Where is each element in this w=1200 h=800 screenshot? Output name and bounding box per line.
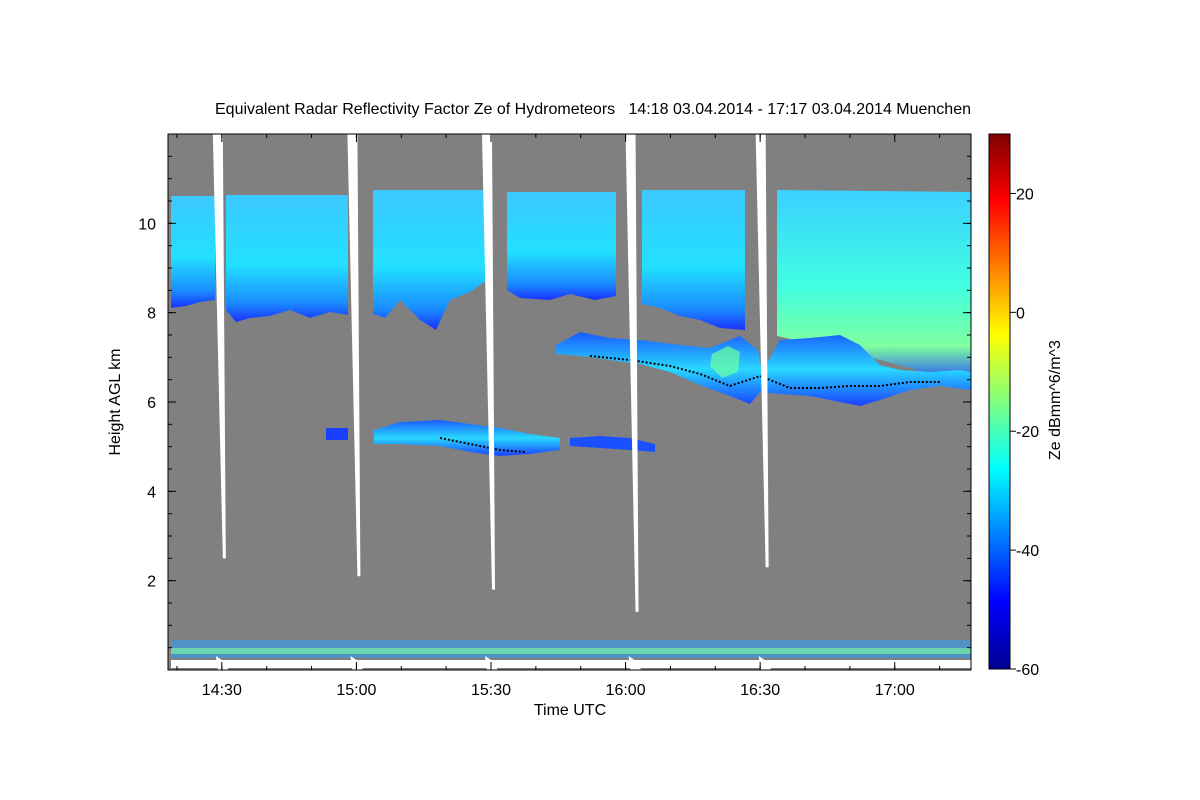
y-axis: 2 4 6 8 10	[138, 155, 971, 649]
mid-layer-segment	[556, 332, 971, 406]
data-gap	[625, 134, 639, 612]
y-tick-label: 2	[147, 574, 156, 591]
y-tick-label: 10	[138, 216, 156, 233]
cirrus-segment	[226, 195, 348, 322]
colorbar-tick-label: 20	[1016, 186, 1034, 203]
x-tick-label: 15:00	[336, 682, 376, 699]
x-tick-label: 14:30	[202, 682, 242, 699]
x-axis-label: Time UTC	[534, 702, 606, 719]
surface-clutter	[171, 640, 971, 668]
colorbar-tick-label: -40	[1016, 543, 1039, 560]
colorbar-tick-label: 0	[1016, 305, 1025, 322]
cirrus-segment	[507, 192, 616, 300]
x-axis: 14:30 15:00 15:30 16:00 16:30 17:00	[176, 134, 941, 699]
cirrus-segment	[171, 196, 215, 308]
data-gap	[347, 134, 361, 577]
echo-layer-mid	[556, 332, 971, 406]
colorbar: -60 -40 -20 0 20 Ze dBmm^6/m^3	[988, 133, 1064, 679]
data-gap-foot	[628, 656, 641, 670]
mid-layer-highlight	[710, 346, 740, 378]
data-gap	[212, 134, 226, 559]
data-gap	[481, 134, 495, 590]
data-gap-foot	[758, 656, 771, 670]
echo-dot-line	[589, 355, 940, 389]
cirrus-segment	[373, 190, 487, 330]
y-tick-label: 6	[147, 395, 156, 412]
colorbar-gradient	[988, 133, 1011, 670]
cirrus-segment	[777, 190, 971, 385]
ground-strip	[171, 660, 971, 668]
y-axis-label: Height AGL km	[107, 348, 124, 455]
echo-layer-upper	[171, 190, 971, 385]
echo-dot-line	[439, 437, 526, 453]
chart-title: Equivalent Radar Reflectivity Factor Ze …	[215, 101, 971, 118]
echo-dots	[439, 355, 940, 453]
plot-area	[168, 134, 971, 670]
colorbar-tick-label: -20	[1016, 424, 1039, 441]
data-gaps	[212, 134, 771, 670]
colorbar-tick-label: -60	[1016, 662, 1039, 679]
lower-layer-segment	[326, 428, 348, 440]
cirrus-segment	[642, 190, 745, 330]
clutter-band	[171, 648, 971, 654]
lower-layer-segment	[374, 420, 560, 456]
colorbar-label: Ze dBmm^6/m^3	[1047, 340, 1064, 460]
x-tick-label: 16:00	[606, 682, 646, 699]
y-tick-label: 8	[147, 306, 156, 323]
x-tick-label: 17:00	[875, 682, 915, 699]
x-tick-label: 16:30	[740, 682, 780, 699]
data-gap	[755, 134, 769, 568]
colorbar-ticks: -60 -40 -20 0 20	[1010, 186, 1039, 679]
y-tick-label: 4	[147, 484, 156, 501]
x-tick-label: 15:30	[471, 682, 511, 699]
